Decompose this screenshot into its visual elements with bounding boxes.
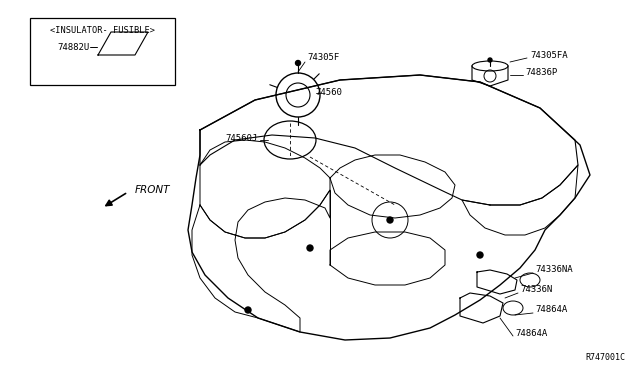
Circle shape xyxy=(245,307,251,313)
Text: 74560J: 74560J xyxy=(226,134,258,142)
Text: <INSULATOR- FUSIBLE>: <INSULATOR- FUSIBLE> xyxy=(49,26,154,35)
Circle shape xyxy=(488,58,492,62)
Bar xyxy=(30,18,175,85)
Text: 74864A: 74864A xyxy=(535,305,567,314)
Text: 74864A: 74864A xyxy=(515,328,547,337)
Text: 74836P: 74836P xyxy=(525,67,557,77)
Text: R747001C: R747001C xyxy=(585,353,625,362)
Text: 74336NA: 74336NA xyxy=(535,266,573,275)
Text: 74305FA: 74305FA xyxy=(530,51,568,60)
Circle shape xyxy=(307,245,313,251)
Text: 74560: 74560 xyxy=(315,87,342,96)
Circle shape xyxy=(477,252,483,258)
Text: FRONT: FRONT xyxy=(135,185,170,195)
Circle shape xyxy=(387,217,393,223)
Circle shape xyxy=(296,61,301,65)
Text: 74882U: 74882U xyxy=(57,42,89,51)
Text: 74336N: 74336N xyxy=(520,285,552,295)
Text: 74305F: 74305F xyxy=(307,52,339,61)
